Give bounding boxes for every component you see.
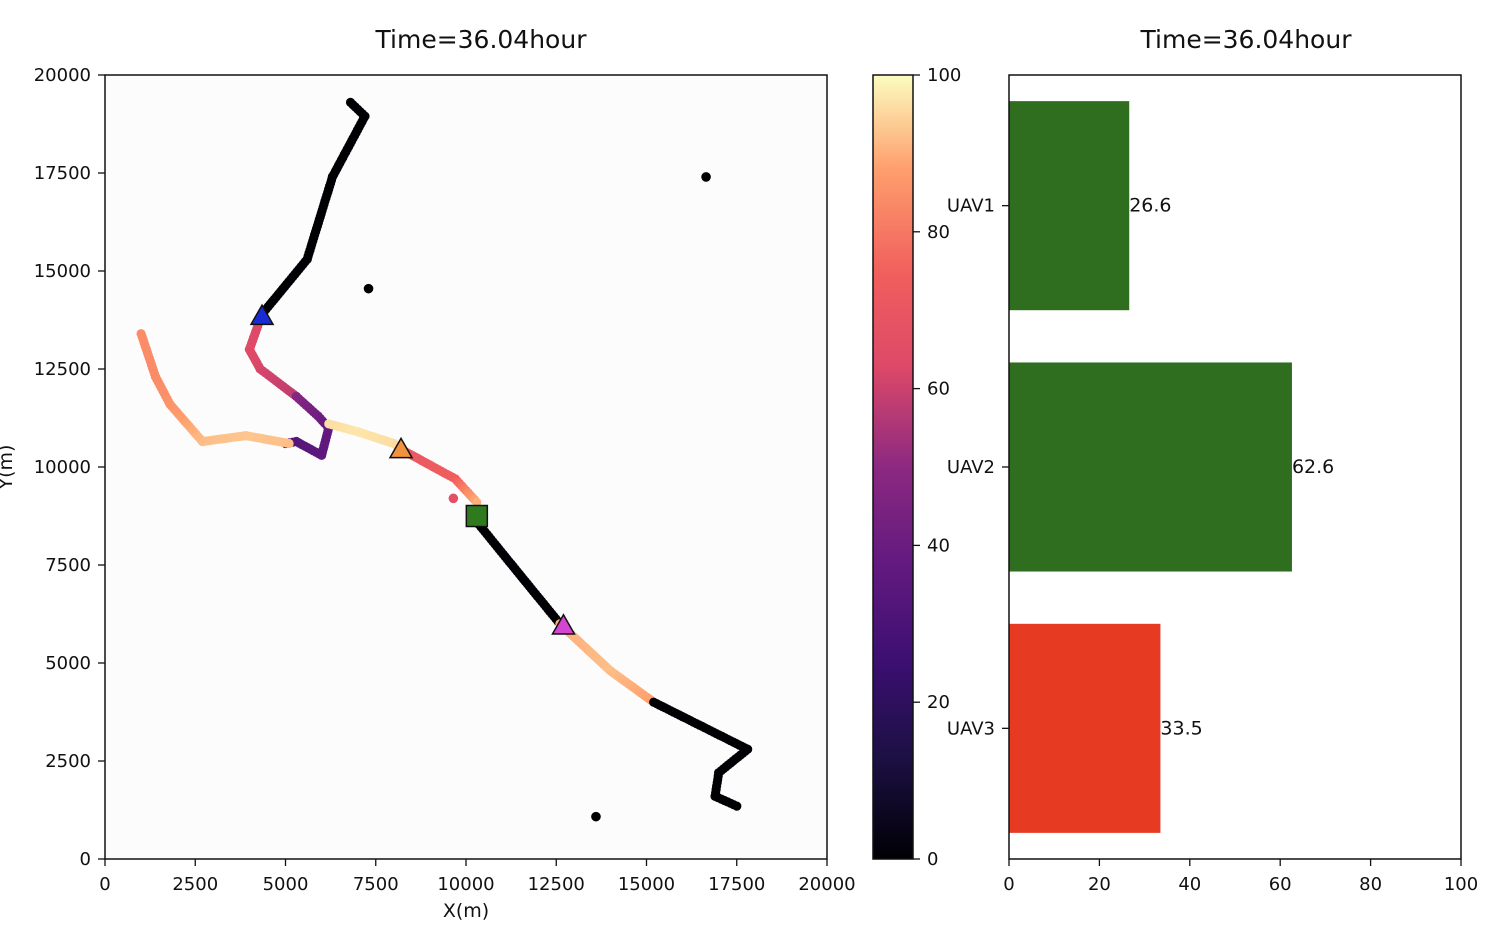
scatter-marks: [136, 97, 753, 822]
bar-title: Time=36.04hour: [1140, 25, 1353, 54]
bar-uav3: [1009, 623, 1161, 833]
isolated-point: [701, 172, 711, 182]
uav-bar-chart: Time=36.04hour 26.6 62.6 33.5 0 20 40 60 80 100…: [947, 25, 1478, 895]
scatter-plot-frame: [104, 74, 828, 860]
x-tick-label: 12500: [528, 874, 585, 895]
scatter-y-axis: 0 2500 5000 7500 10000 12500 15000 17500 20000: [34, 65, 105, 870]
colorbar-ticks: 0 20 40 60 80 100: [913, 65, 961, 870]
colorbar-gradient: [872, 74, 914, 860]
colorbar: 0 20 40 60 80 100: [872, 65, 961, 870]
x-tick-label: 5000: [263, 874, 309, 895]
y-tick-label: 12500: [34, 359, 91, 380]
x-tick-label: 7500: [353, 874, 399, 895]
x-tick-label: 0: [99, 874, 110, 895]
uav-triangle-marker: [249, 303, 275, 326]
uav-triangle-marker: [388, 436, 414, 459]
category-label: UAV1: [947, 196, 995, 217]
y-tick-label: 10000: [34, 457, 91, 478]
colorbar-tick-label: 0: [927, 849, 938, 870]
bar-marks: 26.6 62.6 33.5: [1009, 101, 1334, 833]
uav-triangle-marker: [551, 613, 576, 635]
scatter-x-label: X(m): [443, 900, 489, 922]
colorbar-tick-label: 100: [927, 65, 961, 86]
y-tick-label: 7500: [45, 555, 91, 576]
x-tick-label: 20000: [798, 874, 855, 895]
bar-plot-frame: [1008, 74, 1462, 860]
y-tick-label: 17500: [34, 163, 91, 184]
scatter-title: Time=36.04hour: [375, 25, 588, 54]
trail-point: [136, 329, 146, 339]
scatter-plot-area: [105, 75, 827, 859]
y-tick-label: 2500: [45, 751, 91, 772]
bar-value-label: 62.6: [1292, 456, 1334, 478]
x-tick-label: 2500: [172, 874, 218, 895]
category-label: UAV3: [947, 718, 995, 739]
isolated-point: [363, 283, 374, 294]
colorbar-tick-label: 60: [927, 379, 950, 400]
trail-point: [472, 497, 482, 507]
bar-y-axis: UAV1 UAV2 UAV3: [947, 196, 1009, 739]
scatter-y-label: Y(m): [0, 445, 17, 491]
isolated-point: [448, 493, 459, 504]
colorbar-tick-label: 40: [927, 535, 950, 556]
bar-value-label: 26.6: [1129, 195, 1171, 217]
bar-x-tick-label: 40: [1178, 874, 1201, 895]
x-tick-label: 17500: [708, 874, 765, 895]
y-tick-label: 0: [80, 849, 91, 870]
bar-x-tick-label: 80: [1359, 874, 1382, 895]
trail-point: [732, 801, 742, 811]
bar-x-tick-label: 60: [1269, 874, 1292, 895]
colorbar-tick-label: 20: [927, 692, 950, 713]
y-tick-label: 5000: [45, 653, 91, 674]
category-label: UAV2: [947, 457, 995, 478]
y-tick-label: 15000: [34, 261, 91, 282]
y-tick-label: 20000: [34, 65, 91, 86]
bar-x-tick-label: 0: [1003, 874, 1014, 895]
trajectory-chart: Time=36.04hour 0 2500 5000 7500 10000 12500 15…: [0, 25, 856, 922]
x-tick-label: 10000: [437, 874, 494, 895]
x-tick-label: 15000: [618, 874, 675, 895]
bar-value-label: 33.5: [1160, 717, 1202, 739]
bar-x-tick-label: 100: [1444, 874, 1478, 895]
bar-uav2: [1009, 362, 1292, 572]
colorbar-tick-label: 80: [927, 222, 950, 243]
bar-x-axis: 0 20 40 60 80 100: [1003, 859, 1478, 895]
base-square-marker: [465, 504, 489, 528]
isolated-point: [591, 811, 601, 822]
scatter-x-axis: 0 2500 5000 7500 10000 12500 15000 17500 20000: [99, 859, 856, 895]
bar-uav1: [1009, 101, 1130, 311]
bar-x-tick-label: 20: [1088, 874, 1111, 895]
